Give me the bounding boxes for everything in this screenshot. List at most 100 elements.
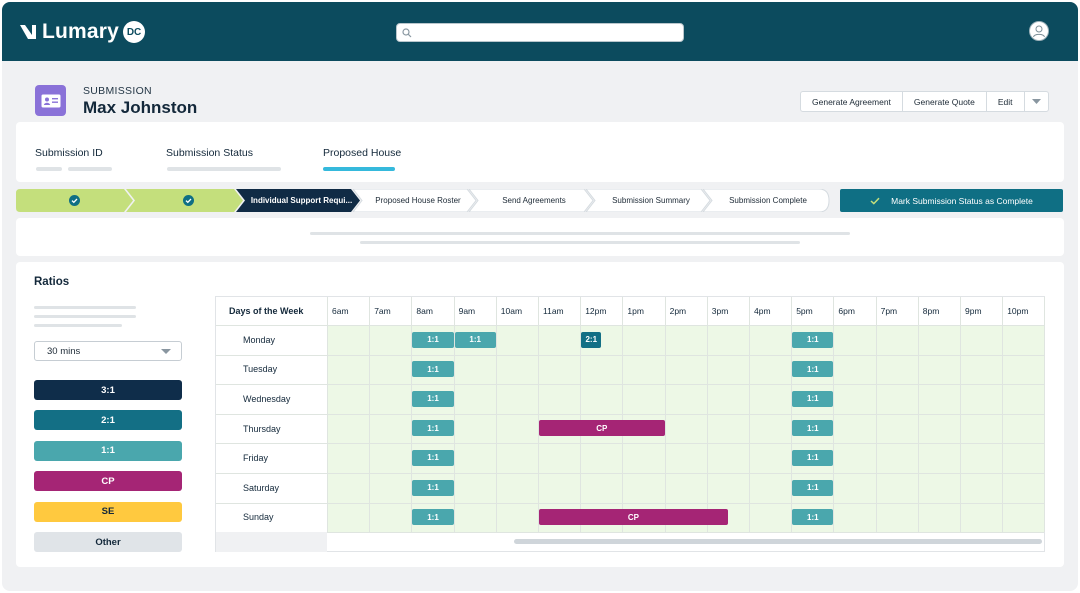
- hour-header: 10pm: [1007, 306, 1029, 316]
- step-submission-complete[interactable]: Submission Complete: [729, 196, 807, 205]
- hour-header: 6am: [332, 306, 349, 316]
- schedule-block[interactable]: 1:1: [792, 479, 834, 496]
- legend-se-button[interactable]: SE: [34, 501, 182, 522]
- placeholder-bar: [36, 167, 62, 171]
- footer-spacer: [216, 532, 327, 552]
- day-label: Thursday: [243, 423, 281, 434]
- hour-header: 2pm: [669, 306, 687, 316]
- search-input[interactable]: [416, 25, 683, 40]
- hour-header: 7am: [374, 306, 391, 316]
- grid-footer: [216, 532, 1044, 552]
- submission-name: Max Johnston: [83, 98, 198, 117]
- generate-quote-button[interactable]: Generate Quote: [903, 92, 987, 111]
- check-icon: [870, 197, 880, 205]
- grid-hline: [216, 413, 1044, 415]
- grid-hline: [216, 473, 1044, 474]
- schedule-block[interactable]: 1:1: [412, 509, 454, 526]
- hour-header: 6pm: [838, 306, 855, 316]
- day-label: Sunday: [243, 512, 274, 523]
- placeholder-bar: [68, 167, 112, 171]
- hour-header: 1pm: [627, 306, 644, 316]
- more-actions-button[interactable]: [1025, 92, 1048, 111]
- user-avatar-icon[interactable]: [1029, 21, 1049, 41]
- top-bar: Lumary DC: [2, 2, 1078, 61]
- grid-vline: [1044, 297, 1046, 533]
- day-label: Wednesday: [243, 393, 291, 404]
- check-circle-icon: [69, 195, 80, 206]
- legend-cp-button[interactable]: CP: [34, 471, 182, 492]
- stepper-shapes: [16, 189, 830, 212]
- legend-2-1-button[interactable]: 2:1: [34, 410, 182, 431]
- legend-3-1-button[interactable]: 3:1: [34, 380, 182, 400]
- hour-header: 8pm: [922, 306, 940, 316]
- placeholder-bar: [167, 167, 281, 171]
- edit-button[interactable]: Edit: [987, 92, 1025, 111]
- progress-stepper: Individual Support Requi... Proposed Hou…: [16, 189, 830, 212]
- active-tab-underline: [323, 167, 395, 171]
- interval-select[interactable]: 30 mins: [34, 341, 182, 361]
- tab-submission-id[interactable]: Submission ID: [35, 147, 103, 159]
- grid-hline: [216, 325, 1044, 326]
- ratios-card: Ratios 30 mins 3:1 2:1 1:1 CP SE Other Days o…: [16, 262, 1064, 567]
- day-label: Saturday: [243, 482, 280, 493]
- generate-agreement-button[interactable]: Generate Agreement: [801, 92, 903, 111]
- schedule-block[interactable]: 1:1: [792, 509, 834, 526]
- step-1[interactable]: [16, 189, 133, 212]
- schedule-block[interactable]: 1:1: [792, 390, 834, 407]
- mark-complete-label: Mark Submission Status as Complete: [891, 195, 1033, 206]
- day-label: Friday: [243, 453, 269, 464]
- schedule-block[interactable]: 1:1: [792, 420, 834, 437]
- action-button-group: Generate Agreement Generate Quote Edit: [800, 91, 1049, 112]
- chevron-down-icon: [1031, 98, 1041, 104]
- step-proposed-house-roster[interactable]: Proposed House Roster: [375, 196, 461, 205]
- schedule-block[interactable]: 1:1: [412, 390, 454, 407]
- step-send-agreements[interactable]: Send Agreements: [502, 196, 566, 205]
- hour-header: 5pm: [796, 306, 813, 316]
- schedule-block[interactable]: 1:1: [454, 331, 496, 348]
- step-2[interactable]: [133, 189, 243, 212]
- schedule-block[interactable]: CP: [539, 509, 728, 526]
- global-search[interactable]: [396, 23, 684, 42]
- ratios-title: Ratios: [34, 276, 70, 288]
- schedule-block[interactable]: 1:1: [412, 331, 454, 348]
- tab-submission-status[interactable]: Submission Status: [166, 147, 253, 159]
- grid-hline: [216, 532, 1044, 534]
- placeholder-bar: [360, 241, 800, 244]
- hour-header: 3pm: [711, 306, 729, 316]
- schedule-block[interactable]: 1:1: [412, 449, 454, 466]
- brand-logo[interactable]: Lumary DC: [18, 20, 146, 44]
- search-icon: [402, 27, 412, 37]
- submission-info-card: Submission ID Submission Status Proposed…: [16, 122, 1064, 182]
- schedule-block[interactable]: 1:1: [412, 479, 454, 496]
- grid-hline: [216, 443, 1044, 445]
- hour-header: 11am: [543, 306, 564, 316]
- legend-1-1-button[interactable]: 1:1: [34, 440, 182, 461]
- grid-hline: [216, 384, 1044, 386]
- schedule-block[interactable]: 1:1: [792, 331, 834, 348]
- schedule-block[interactable]: 1:1: [792, 449, 834, 466]
- hour-header: 10am: [500, 306, 523, 316]
- mark-complete-button[interactable]: Mark Submission Status as Complete: [840, 189, 1063, 212]
- schedule-block[interactable]: 1:1: [412, 361, 454, 378]
- hour-header: 12pm: [585, 306, 607, 316]
- hour-header: 9pm: [965, 306, 982, 316]
- id-card-icon: [35, 85, 66, 116]
- placeholder-card: [16, 218, 1064, 256]
- days-column-header: Days of the Week: [229, 306, 304, 316]
- lumary-logo-icon: [20, 25, 36, 39]
- step-individual-support[interactable]: Individual Support Requi...: [250, 196, 353, 205]
- hour-header: 8am: [416, 306, 433, 316]
- placeholder-bar: [34, 315, 136, 318]
- step-submission-summary[interactable]: Submission Summary: [612, 196, 690, 205]
- horizontal-scrollbar[interactable]: [514, 539, 1042, 544]
- schedule-block[interactable]: 1:1: [792, 361, 834, 378]
- grid-hline: [216, 502, 1044, 504]
- schedule-block[interactable]: 2:1: [581, 331, 602, 348]
- schedule-block[interactable]: 1:1: [412, 420, 454, 437]
- schedule-block[interactable]: CP: [539, 420, 665, 437]
- tab-proposed-house[interactable]: Proposed House: [323, 147, 402, 159]
- check-circle-icon: [182, 195, 194, 206]
- submission-label: SUBMISSION: [83, 85, 152, 97]
- day-label: Monday: [243, 334, 276, 345]
- legend-other-button[interactable]: Other: [34, 532, 182, 552]
